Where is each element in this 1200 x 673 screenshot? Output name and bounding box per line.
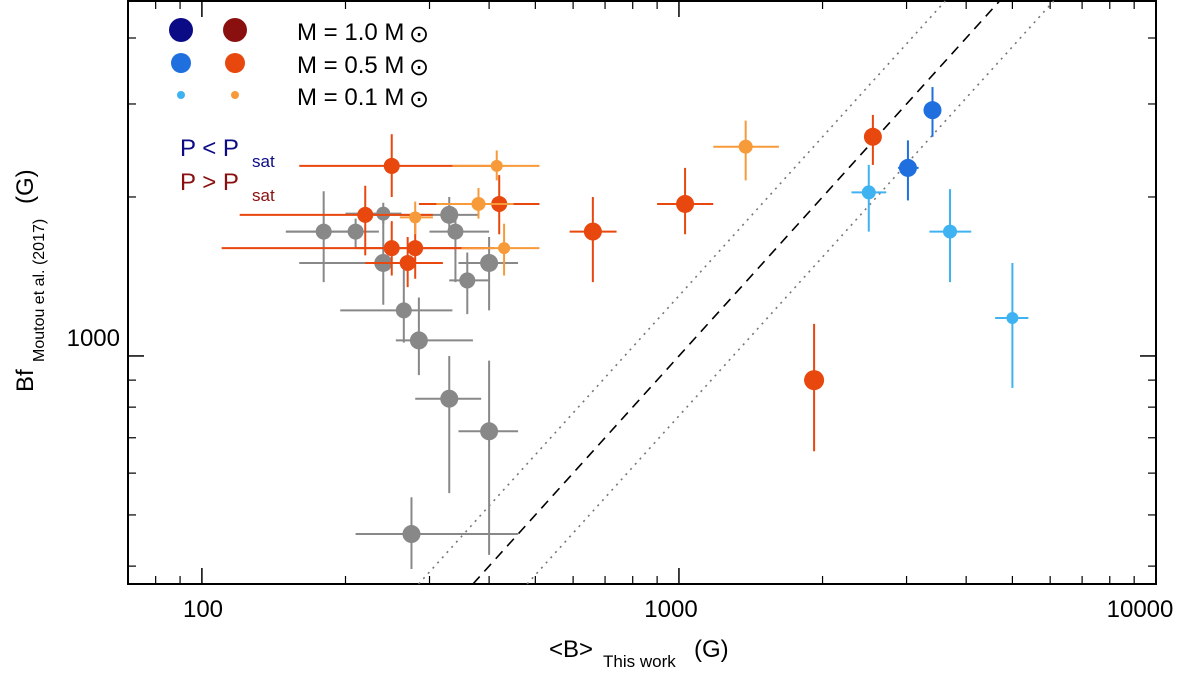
point-marker (440, 389, 459, 408)
data-point (452, 150, 540, 181)
sun-symbol: ⊙ (409, 21, 429, 48)
point-marker (409, 331, 428, 350)
data-point (399, 201, 433, 235)
point-marker (804, 370, 825, 391)
point-marker (923, 101, 942, 120)
point-marker (676, 194, 695, 213)
data-points (221, 87, 1029, 570)
y-axis-title-unit: (G) (12, 169, 39, 204)
data-point (458, 360, 519, 555)
point-marker (490, 159, 503, 172)
x-axis-title-sub: This work (603, 652, 676, 671)
y-axis-title-sub: Moutou et al. (2017) (31, 219, 48, 362)
data-point (713, 120, 779, 181)
data-point (365, 236, 443, 288)
legend-period-saturated-sub: sat (252, 186, 275, 205)
data-point (995, 262, 1029, 388)
data-point (436, 187, 514, 219)
x-tick-label: 10000 (1107, 596, 1174, 623)
point-marker (943, 224, 958, 239)
data-point (355, 497, 519, 570)
data-point (923, 87, 942, 137)
x-axis-title-unit: (G) (694, 636, 729, 663)
data-point (340, 269, 453, 343)
legend-marker-blue-large (169, 18, 193, 42)
legend-marker-red-small (231, 91, 239, 99)
legend-label-mass-3: M = 0.1 M (297, 84, 404, 111)
legend-marker-blue-small (177, 91, 185, 99)
legend-marker-red-large (223, 18, 247, 42)
legend-label-mass-1: M = 1.0 M (297, 19, 404, 46)
legend: M = 1.0 M ⊙ M = 0.5 M ⊙ M = 0.1 M ⊙ P < … (169, 18, 429, 205)
axis-ticks (128, 1, 1157, 584)
point-marker (480, 422, 499, 441)
point-marker (402, 525, 421, 544)
x-tick-label: 1000 (644, 596, 697, 623)
data-point (285, 191, 351, 283)
data-point (345, 202, 402, 224)
reference-line-upper-factor (418, 0, 946, 585)
point-marker (399, 254, 416, 271)
y-axis-title: Bf Moutou et al. (2017) (G) (12, 169, 48, 392)
data-point (239, 185, 433, 256)
legend-period-unsaturated: P < P (180, 135, 239, 162)
point-marker (863, 127, 882, 146)
point-marker (395, 302, 412, 319)
point-marker (480, 253, 499, 272)
data-point (804, 323, 825, 452)
x-tick-label: 100 (183, 596, 223, 623)
data-point (863, 114, 882, 165)
data-point (395, 297, 473, 376)
point-marker (861, 185, 876, 200)
data-point (569, 196, 617, 283)
data-point (929, 189, 972, 283)
point-marker (898, 158, 917, 177)
data-point (898, 140, 919, 201)
point-marker (383, 157, 400, 174)
reference-line-one-to-one (472, 0, 1001, 585)
legend-label-mass-2: M = 0.5 M (297, 52, 404, 79)
point-marker (407, 240, 424, 257)
legend-period-saturated: P > P (180, 169, 239, 196)
data-point (415, 355, 482, 494)
legend-marker-red-medium (225, 53, 245, 73)
point-marker (357, 206, 374, 223)
y-axis-title-main: Bf (12, 369, 39, 392)
x-axis-title: <B> This work (G) (549, 636, 729, 671)
sun-symbol: ⊙ (409, 54, 429, 81)
point-marker (409, 211, 422, 224)
point-marker (471, 196, 486, 211)
legend-marker-blue-medium (171, 53, 191, 73)
x-axis-title-main: <B> (549, 636, 593, 663)
data-point (657, 167, 714, 235)
plot-frame (127, 0, 1157, 585)
point-marker (440, 205, 459, 224)
sun-symbol: ⊙ (409, 86, 429, 113)
data-point (461, 223, 540, 276)
point-marker (459, 272, 476, 289)
data-point (458, 236, 519, 311)
reference-line-lower-factor (526, 0, 1055, 585)
y-tick-label: 1000 (67, 325, 120, 352)
point-marker (376, 206, 391, 221)
data-point (355, 221, 484, 279)
point-marker (498, 242, 511, 255)
legend-period-unsaturated-sub: sat (252, 152, 275, 171)
data-point (285, 218, 379, 249)
point-marker (738, 139, 753, 154)
point-marker (347, 223, 364, 240)
data-point (851, 164, 887, 232)
point-marker (583, 222, 602, 241)
data-point (429, 208, 490, 283)
point-marker (447, 223, 464, 240)
point-marker (1006, 311, 1019, 324)
reference-lines (418, 0, 1055, 585)
